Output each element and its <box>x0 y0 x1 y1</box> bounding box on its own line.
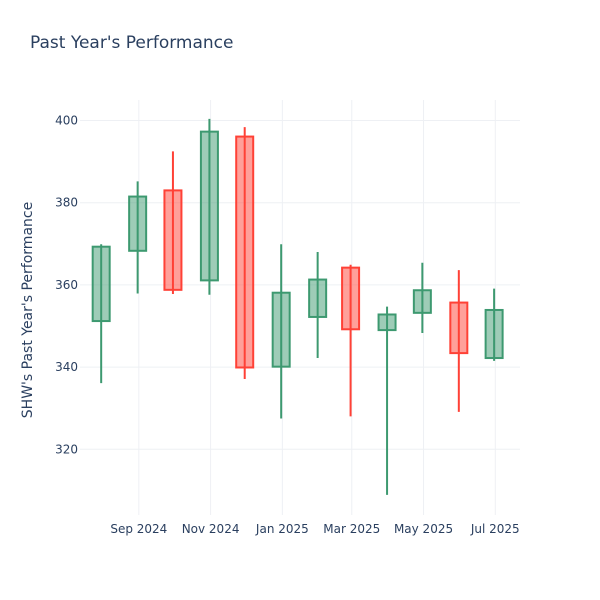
candle-body <box>91 245 111 323</box>
candle-body <box>484 308 504 360</box>
candle-body <box>341 266 361 331</box>
x-tick-label: Jul 2025 <box>470 522 520 536</box>
candle-decreasing <box>341 264 361 417</box>
candle-layer <box>91 118 504 495</box>
candle-decreasing <box>449 270 469 412</box>
chart-title: Past Year's Performance <box>30 33 234 53</box>
candle-body <box>128 195 148 252</box>
candle-body <box>377 313 397 332</box>
candle-increasing <box>128 181 148 294</box>
candle-body <box>199 130 219 282</box>
candle-body <box>412 289 432 314</box>
candle-increasing <box>377 306 397 495</box>
y-tick-label: 340 <box>55 360 78 374</box>
x-tick-label: May 2025 <box>394 522 453 536</box>
y-axis-label: SHW's Past Year's Performance <box>20 202 36 418</box>
x-tick-label: Jan 2025 <box>255 522 309 536</box>
candle-body <box>163 189 183 291</box>
candle-increasing <box>308 252 328 359</box>
x-tick-label: Nov 2024 <box>182 522 240 536</box>
candle-increasing <box>199 118 219 295</box>
x-tick-label: Mar 2025 <box>323 522 380 536</box>
tick-label-layer: 320 340 360 380 400 Sep 2024 Nov 2024 Jan 2025 M… <box>55 114 520 536</box>
candle-body <box>449 301 469 355</box>
y-tick-label: 380 <box>55 196 78 210</box>
candle-increasing <box>412 262 432 333</box>
candle-decreasing <box>163 151 183 294</box>
y-tick-label: 400 <box>55 114 78 128</box>
y-tick-label: 360 <box>55 278 78 292</box>
candle-decreasing <box>235 127 255 379</box>
candle-body <box>271 291 291 368</box>
candle-increasing <box>271 244 291 419</box>
candle-increasing <box>91 244 111 384</box>
x-tick-label: Sep 2024 <box>110 522 167 536</box>
y-tick-label: 320 <box>55 442 78 456</box>
candle-body <box>308 278 328 318</box>
candle-increasing <box>484 288 504 361</box>
candle-body <box>235 135 255 369</box>
